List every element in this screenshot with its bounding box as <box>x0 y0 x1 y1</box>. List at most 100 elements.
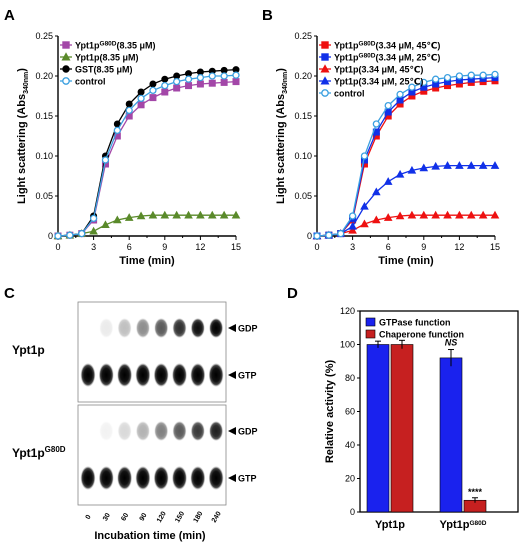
chart-a-data-point <box>220 72 228 80</box>
chart-b-data-point <box>325 231 333 239</box>
chart-a-data-point <box>161 75 169 83</box>
chart-b-data-point <box>348 221 357 230</box>
chart-b-axes: 0 0.05 0.10 0.15 0.20 0.25 0 3 6 9 12 15 Time (min) L… <box>275 31 500 267</box>
chart-b-ylabel: Light scattering (Abs340nm) <box>275 68 289 204</box>
chart-a-xtick-label: 15 <box>231 242 241 252</box>
chart-a-data-point <box>196 73 205 82</box>
panel-letter-a: A <box>4 7 15 24</box>
chart-d-ytick-label: 80 <box>345 373 355 383</box>
chart-d-ytick-label: 40 <box>345 440 355 450</box>
chart-a-data-point <box>149 94 157 102</box>
chart-a-data-point <box>196 80 204 88</box>
chart-a-data-point <box>196 210 205 219</box>
gdp-arrow-icon <box>228 427 236 435</box>
gdp-spot <box>154 318 169 338</box>
chart-b-data-point <box>443 210 452 219</box>
chart-b-data-point <box>467 71 475 79</box>
chart-a-legend-label: Ypt1p(8.35 μM) <box>75 53 139 63</box>
chart-b-xtick-label: 15 <box>490 242 500 252</box>
chart-b-legend-marker <box>321 41 329 49</box>
chart-b-data-point <box>478 161 488 169</box>
chart-a-data-point <box>136 211 146 220</box>
chart-a-data-point <box>185 82 193 90</box>
chart-d-category-label: Ypt1p <box>375 519 405 531</box>
chart-b-data-point <box>478 210 488 219</box>
chart-a-data-point <box>137 94 145 103</box>
chart-b-data-point <box>491 70 499 79</box>
chart-b-data-point <box>360 219 369 228</box>
gtp-arrow-icon <box>228 371 236 379</box>
gtp-spot <box>80 363 96 387</box>
chart-a-xlabel: Time (min) <box>119 255 175 267</box>
chart-a-xtick-label: 12 <box>195 242 205 252</box>
gdp-spot <box>117 318 132 338</box>
chart-a-ytick-label: 0.10 <box>35 151 53 161</box>
chart-b-ytick-label: 0 <box>307 231 312 241</box>
chart-b-legend-label: Ypt1pG80D(3.34 μM, 45℃) <box>334 41 440 51</box>
chart-b-data-point <box>419 163 429 172</box>
chart-b-data-point <box>360 152 369 160</box>
gdp-spot <box>209 421 224 441</box>
chart-b-xtick-label: 3 <box>350 242 355 252</box>
panel-letter-b: B <box>262 7 273 24</box>
chart-b-series-3 <box>312 161 500 240</box>
chart-b-ytick-label: 0.20 <box>294 71 312 81</box>
chart-a-data-point <box>161 88 169 96</box>
chart-a-series-3 <box>54 71 240 240</box>
chart-a-data-point <box>125 100 133 108</box>
gtp-spot <box>172 466 187 490</box>
gdp-arrow-icon <box>228 324 236 332</box>
chart-a-series-line <box>57 80 237 237</box>
gdp-spot <box>209 318 224 338</box>
chart-a-data-point <box>184 210 193 219</box>
chart-b-legend-marker <box>320 76 330 85</box>
chart-d-ytick-label: 120 <box>340 306 355 316</box>
chart-a-data-point <box>160 210 170 219</box>
chart-a-data-point <box>125 106 133 115</box>
gtp-spot <box>208 363 224 387</box>
chart-b-legend-label: Ypt1pG80D(3.34 μM, 25℃) <box>334 53 440 63</box>
gdp-spot <box>172 421 187 441</box>
chart-b-series-line <box>316 76 496 237</box>
chart-b-ytick-label: 0.25 <box>294 31 312 41</box>
tlc-xlabel: Incubation time (min) <box>94 530 206 542</box>
chart-a-data-point <box>137 101 145 109</box>
chart-a-series-line <box>57 74 237 237</box>
chart-b-ytick-label: 0.15 <box>294 111 312 121</box>
gdp-spot <box>154 421 169 441</box>
gtp-spot <box>208 466 224 490</box>
gtp-spot <box>135 466 151 490</box>
chart-a-data-point <box>113 215 122 224</box>
gtp-spot <box>117 466 133 490</box>
gdp-spot <box>172 318 187 338</box>
lane-label: 0 <box>85 514 93 521</box>
chart-a-data-point <box>232 78 240 86</box>
chart-b-data-point <box>443 73 452 82</box>
chart-b-series-line <box>316 164 495 237</box>
chart-a-legend: Ypt1pG80D(8.35 μM) Ypt1p(8.35 μM) GST(8.35… <box>60 41 156 87</box>
gtp-spot <box>98 466 114 490</box>
chart-b-data-point <box>431 210 440 219</box>
chart-a-data-point <box>208 79 216 87</box>
gtp-label: GTP <box>238 371 257 381</box>
chart-b-series-line <box>316 80 496 237</box>
chart-a-data-point <box>184 75 193 83</box>
chart-b-data-point <box>420 78 428 87</box>
chart-a-data-point <box>207 210 217 219</box>
chart-a-data-point <box>124 213 134 221</box>
chart-b-legend-label: Ypt1p(3.34 μM, 25℃) <box>334 77 423 87</box>
chart-b-legend-marker <box>320 64 330 73</box>
chart-b-data-point <box>407 165 417 174</box>
chart-a-data-point <box>78 229 86 238</box>
gtp-spot <box>117 363 133 387</box>
chart-a-series <box>53 66 241 240</box>
chart-b-legend-label: control <box>334 89 365 99</box>
chart-a-legend-label: control <box>75 77 106 87</box>
chart-a-data-point <box>161 81 169 90</box>
chart-a-legend-label: Ypt1pG80D(8.35 μM) <box>75 41 156 51</box>
chart-b-legend-marker <box>321 53 329 61</box>
chart-b-xtick-label: 9 <box>421 242 426 252</box>
gtp-spot <box>80 466 96 490</box>
chart-a-legend-label: GST(8.35 μM) <box>75 65 133 75</box>
